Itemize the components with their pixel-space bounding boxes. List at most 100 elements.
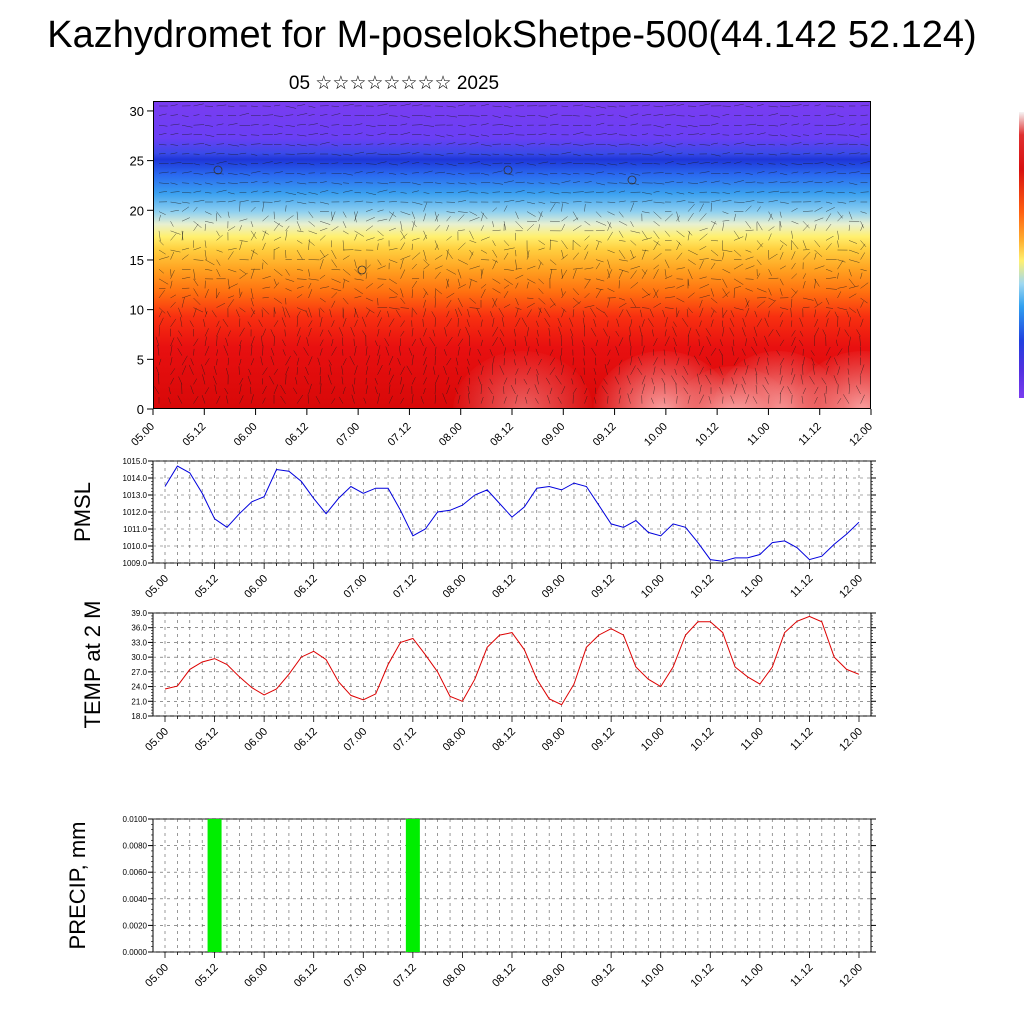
wind-vector [764, 317, 769, 327]
wind-vector [756, 356, 760, 366]
wind-vector [538, 211, 543, 222]
wind-vector [814, 265, 825, 270]
wind-vector [756, 132, 766, 136]
wind-vector [423, 288, 429, 296]
wind-vector [802, 221, 810, 229]
wind-vector [745, 123, 757, 126]
x-tick-label: 09.00 [539, 421, 567, 449]
wind-vector [319, 190, 329, 193]
wind-vector [354, 200, 364, 203]
wind-vector [411, 151, 420, 155]
wind-vector [699, 284, 710, 289]
wind-vector [653, 163, 660, 165]
wind-vector [699, 233, 708, 241]
wind-vector [250, 288, 254, 300]
wind-vector [331, 144, 338, 147]
wind-vector [640, 309, 643, 318]
wind-vector [365, 134, 374, 136]
wind-vector [247, 321, 252, 327]
wind-vector [663, 349, 666, 356]
wind-vector [216, 104, 227, 107]
wind-vector [719, 339, 723, 347]
wind-vector [503, 153, 513, 156]
wind-vector [295, 377, 298, 385]
wind-vector [178, 307, 183, 318]
wind-vector [170, 337, 175, 347]
wind-vector [261, 309, 263, 318]
wind-vector [331, 249, 337, 260]
wind-vector [434, 224, 441, 231]
wind-vector [434, 182, 442, 184]
wind-vector [802, 171, 810, 174]
wind-vector [204, 259, 215, 266]
wind-vector [296, 249, 303, 260]
wind-vector [365, 309, 371, 318]
wind-vector [446, 278, 449, 289]
wind-vector [779, 211, 782, 218]
wind-vector [825, 113, 836, 116]
wind-vector [825, 192, 835, 194]
wind-vector [814, 172, 821, 174]
wind-vector [354, 230, 364, 237]
wind-vector [607, 320, 609, 327]
wind-vector [446, 384, 451, 395]
wind-vector [342, 103, 354, 107]
wind-vector [595, 114, 605, 116]
wind-vector [239, 268, 247, 275]
wind-vector [653, 264, 660, 270]
wind-vector [170, 221, 174, 227]
wind-vector [860, 144, 869, 146]
temp-y-tick-label: 24.0 [131, 683, 147, 692]
wind-vector [756, 300, 766, 308]
wind-vector [306, 337, 309, 347]
wind-vector [434, 317, 436, 327]
wind-vector [705, 374, 712, 385]
wind-vector [561, 203, 563, 212]
wind-vector [549, 357, 556, 366]
wind-vector [538, 240, 546, 246]
wind-vector [158, 214, 161, 222]
wind-vector [856, 329, 861, 337]
wind-vector [411, 263, 417, 270]
wind-vector [753, 336, 758, 347]
wind-vector [457, 172, 465, 175]
y-tick-label: 10 [130, 303, 144, 318]
pmsl-y-tick-label: 1009.0 [123, 559, 148, 568]
wind-vector [651, 377, 654, 385]
wind-vector [308, 114, 315, 116]
wind-vector [802, 280, 806, 289]
wind-vector [168, 397, 171, 404]
wind-vector [526, 133, 537, 136]
wind-vector [262, 367, 268, 375]
wind-vector [285, 162, 294, 164]
wind-vector [790, 307, 792, 318]
wind-vector [158, 249, 166, 255]
wind-vector [269, 375, 275, 385]
wind-vector [158, 374, 160, 385]
wind-vector [503, 252, 509, 260]
wind-vector [377, 182, 389, 185]
wind-vector [687, 307, 693, 314]
wind-vector [584, 235, 590, 241]
wind-vector [262, 201, 265, 212]
wind-vector [400, 376, 402, 385]
wind-vector [273, 211, 275, 220]
wind-vector [480, 123, 489, 126]
wind-vector [526, 297, 534, 299]
wind-vector [572, 115, 580, 117]
wind-vector [699, 213, 707, 222]
wind-vector [593, 368, 597, 375]
wind-vector [584, 153, 593, 156]
wind-vector [384, 338, 390, 347]
wind-vector [802, 387, 807, 395]
wind-vector [305, 366, 309, 375]
wind-vector [779, 357, 785, 366]
y-tick-label: 25 [130, 154, 144, 169]
wind-vector [590, 307, 597, 318]
wind-vector [595, 182, 606, 186]
wind-vector [535, 348, 539, 356]
wind-vector [457, 242, 466, 251]
wind-vector [406, 365, 413, 375]
wind-vector [664, 134, 672, 136]
wind-vector [193, 378, 198, 385]
